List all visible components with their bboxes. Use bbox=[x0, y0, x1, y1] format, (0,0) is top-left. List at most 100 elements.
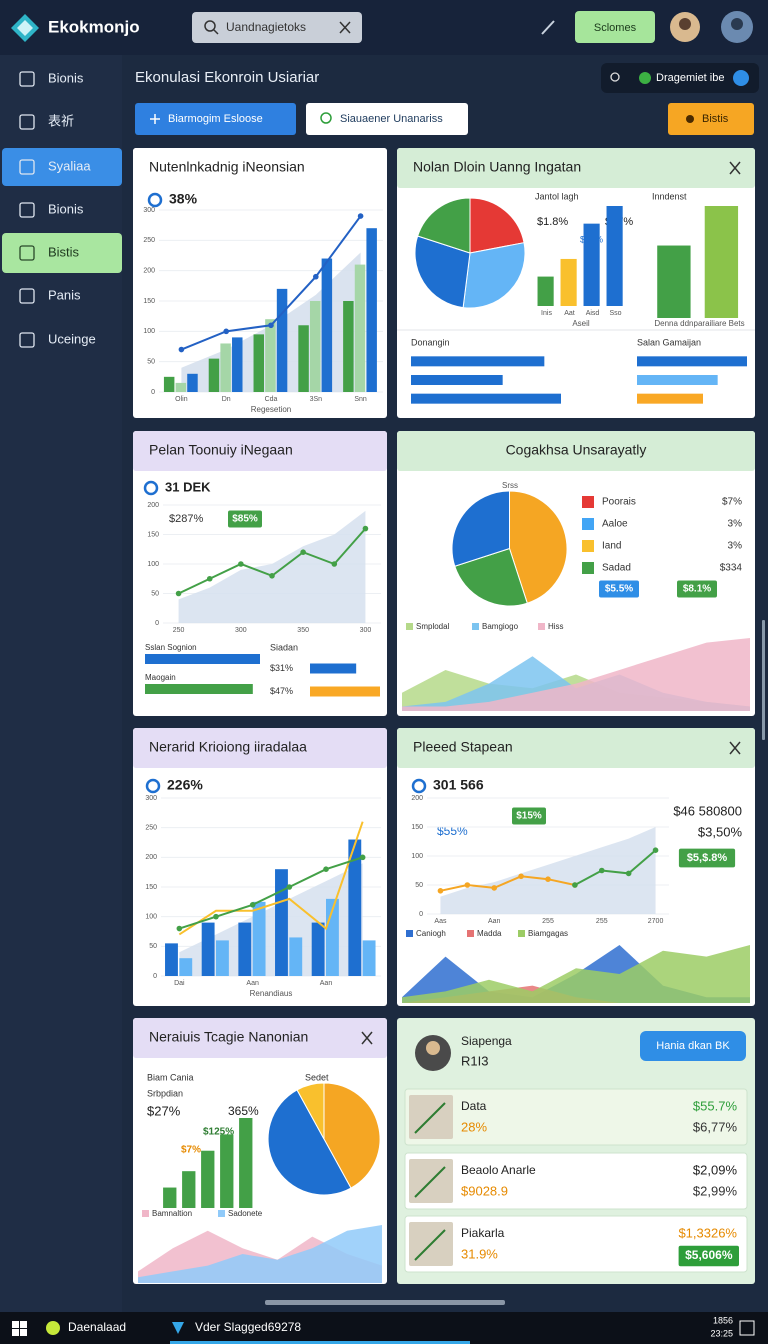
profile-name: Siapenga bbox=[461, 1034, 512, 1048]
x-tick-label: 300 bbox=[235, 627, 247, 634]
legend-swatch bbox=[538, 623, 545, 630]
nav-item[interactable]: Bionis bbox=[48, 201, 84, 216]
bar bbox=[657, 245, 691, 318]
button-text: Bistis bbox=[702, 113, 729, 125]
clear-icon bbox=[339, 21, 351, 34]
stat-icon bbox=[143, 480, 159, 496]
card-title: Nutenlnkadnig iNeonsian bbox=[149, 159, 305, 175]
legend-swatch bbox=[582, 562, 594, 574]
legend-swatch bbox=[218, 1210, 225, 1217]
legend-label: Sadonete bbox=[228, 1209, 263, 1218]
legend-swatch bbox=[406, 930, 413, 937]
bar-value-label: $47% bbox=[270, 686, 293, 696]
card-text: Srss bbox=[502, 481, 518, 490]
bar bbox=[163, 376, 175, 392]
y-tick-label: 50 bbox=[147, 359, 155, 366]
nav-icon bbox=[19, 159, 35, 175]
nav-highlight[interactable] bbox=[2, 233, 122, 273]
line-marker bbox=[223, 328, 229, 335]
bar bbox=[298, 325, 309, 392]
x-tick-label: 250 bbox=[173, 627, 185, 634]
scroll-indicator bbox=[265, 1300, 505, 1305]
bar-value-label: $31% bbox=[270, 663, 293, 673]
nav-item[interactable]: Bistis bbox=[48, 244, 80, 259]
y-tick-label: 150 bbox=[411, 824, 423, 831]
button[interactable] bbox=[640, 1031, 746, 1061]
nav-item[interactable]: Panis bbox=[48, 287, 81, 302]
pie-slice bbox=[296, 1082, 325, 1140]
bar bbox=[362, 940, 376, 976]
pie-slice bbox=[509, 490, 568, 604]
taskbar-item[interactable]: Daenalaad bbox=[68, 1320, 126, 1334]
nav-item[interactable]: 表祈 bbox=[48, 113, 74, 128]
bar bbox=[179, 958, 193, 976]
line-marker bbox=[213, 913, 219, 920]
hbar bbox=[637, 356, 747, 367]
nav-active[interactable] bbox=[2, 148, 122, 186]
bar bbox=[253, 334, 265, 392]
legend-label: Caniogh bbox=[416, 929, 446, 938]
nav-item[interactable]: Uceinge bbox=[48, 331, 96, 346]
card-text: 226% bbox=[167, 777, 203, 793]
line-marker bbox=[625, 870, 632, 877]
card-text: 365% bbox=[228, 1104, 259, 1118]
nav-item[interactable]: Bionis bbox=[48, 70, 84, 85]
avatar bbox=[731, 18, 743, 30]
search-text: Uandnagietoks bbox=[226, 20, 306, 34]
row-sub: $9028.9 bbox=[461, 1183, 508, 1198]
list-row[interactable] bbox=[404, 1152, 748, 1210]
hbar bbox=[411, 393, 561, 404]
row-change: $2,99% bbox=[693, 1183, 738, 1198]
x-tick-label: 3Sn bbox=[310, 396, 323, 403]
y-tick-label: 150 bbox=[143, 298, 155, 305]
top-button[interactable] bbox=[575, 11, 655, 43]
y-tick-label: 200 bbox=[411, 795, 423, 802]
legend-swatch bbox=[518, 930, 525, 937]
legend-label: Bamgiogo bbox=[482, 622, 519, 631]
close-icon bbox=[729, 161, 741, 175]
line-marker bbox=[437, 888, 444, 894]
taskbar-item[interactable]: Vder Slagged69278 bbox=[195, 1320, 301, 1334]
badge-text: $85% bbox=[232, 514, 258, 525]
y-tick-label: 50 bbox=[415, 882, 423, 889]
card-header bbox=[397, 431, 755, 471]
taskbar-app-icon bbox=[46, 1321, 60, 1335]
y-tick-label: 0 bbox=[153, 973, 157, 980]
taskbar bbox=[0, 1312, 768, 1344]
row-thumbnail bbox=[414, 1229, 446, 1261]
line-marker bbox=[518, 873, 524, 880]
line bbox=[440, 875, 576, 892]
list-row[interactable] bbox=[404, 1215, 748, 1273]
pie-slice bbox=[451, 490, 510, 567]
hbar bbox=[310, 663, 357, 674]
line bbox=[179, 856, 363, 930]
avatar bbox=[679, 18, 691, 30]
legend-swatch bbox=[142, 1210, 149, 1217]
search-box[interactable] bbox=[192, 12, 362, 43]
x-tick-label: 300 bbox=[360, 627, 372, 634]
legend-swatch bbox=[582, 518, 594, 530]
button[interactable] bbox=[668, 103, 754, 135]
card-title: Cogakhsa Unsarayatly bbox=[506, 442, 647, 458]
nav-item[interactable]: Syaliaa bbox=[48, 158, 91, 173]
card-header bbox=[397, 728, 755, 768]
card-text: 301 566 bbox=[433, 777, 484, 793]
start-icon bbox=[20, 1321, 27, 1328]
line-marker bbox=[491, 885, 498, 891]
y-tick-label: 250 bbox=[145, 825, 157, 832]
card-title: Pelan Toonuiy iNegaan bbox=[149, 442, 293, 458]
card-text: $3,50% bbox=[698, 824, 743, 839]
start-icon bbox=[12, 1329, 19, 1336]
legend-label: Iand bbox=[602, 541, 621, 552]
area bbox=[402, 638, 750, 711]
button[interactable] bbox=[306, 103, 468, 135]
row-name: Beaolo Anarle bbox=[461, 1163, 536, 1177]
button[interactable] bbox=[135, 103, 296, 135]
list-row[interactable] bbox=[404, 1088, 748, 1146]
y-tick-label: 200 bbox=[147, 502, 159, 509]
x-tick-label: Dai bbox=[174, 980, 185, 987]
line-marker bbox=[313, 273, 319, 280]
legend-value: $7% bbox=[722, 497, 742, 508]
